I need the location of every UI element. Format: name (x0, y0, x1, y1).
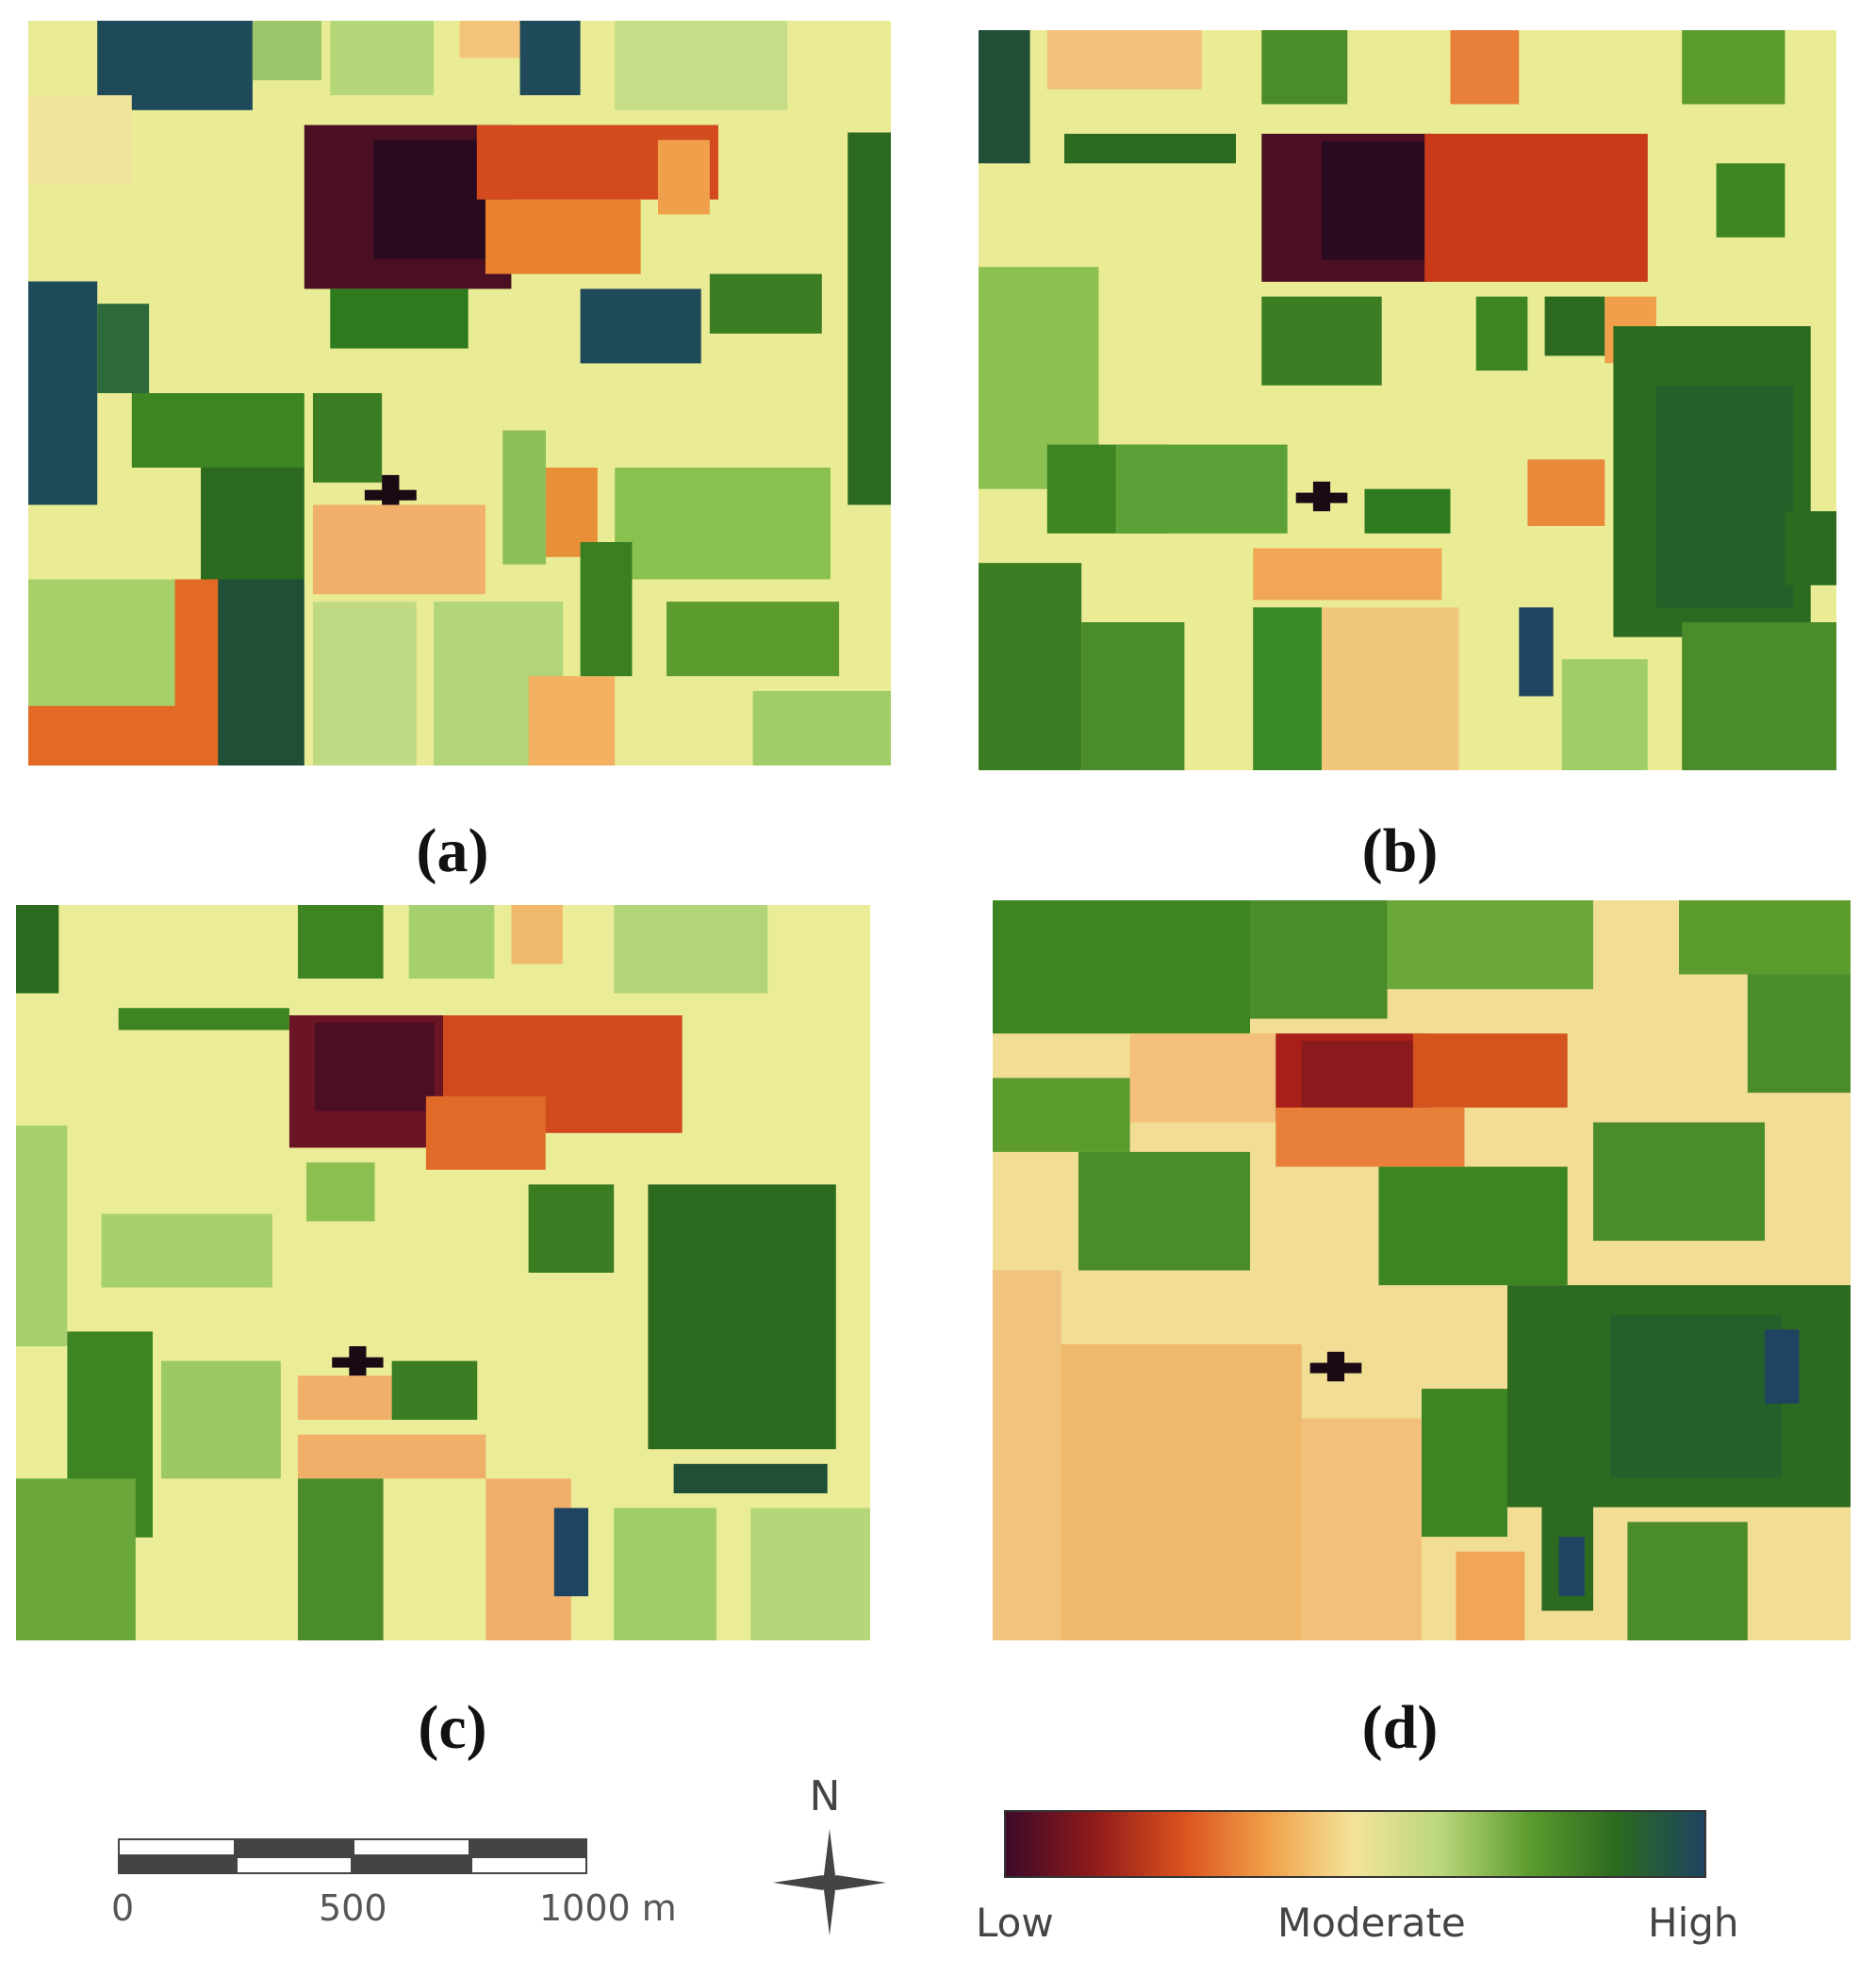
map-panel-a (28, 21, 891, 766)
scale-bar-segment (353, 1838, 470, 1856)
panel-caption-b: (b) (1361, 816, 1439, 885)
map-panel-c (16, 905, 870, 1640)
scale-bar (118, 1838, 587, 1876)
scale-bar-segment (469, 1856, 587, 1874)
legend-high-label: High (1648, 1900, 1739, 1946)
north-arrow-icon (773, 1829, 886, 1935)
scale-bar-segment (235, 1838, 353, 1856)
scale-bar-segment (118, 1838, 236, 1856)
scale-label-500: 500 (319, 1887, 387, 1929)
legend-color-ramp (1004, 1810, 1706, 1878)
panel-caption-c: (c) (418, 1693, 487, 1762)
scale-bar-segment (118, 1856, 236, 1874)
scale-bar-segment (469, 1838, 587, 1856)
legend-low-label: Low (976, 1900, 1054, 1946)
map-c-raster (16, 905, 870, 1640)
north-label: N (809, 1772, 841, 1820)
scale-bar-segment (353, 1856, 470, 1874)
panel-caption-a: (a) (416, 816, 489, 885)
map-d-raster (993, 900, 1851, 1640)
map-b-raster (979, 30, 1836, 770)
scale-label-1000: 1000 m (539, 1887, 677, 1929)
map-a-raster (28, 21, 891, 766)
map-panel-b (979, 30, 1836, 770)
scale-label-0: 0 (111, 1887, 135, 1929)
scale-bar-segment (235, 1856, 353, 1874)
legend-moderate-label: Moderate (1277, 1900, 1466, 1946)
panel-caption-d: (d) (1361, 1693, 1439, 1762)
map-panel-d (993, 900, 1851, 1640)
